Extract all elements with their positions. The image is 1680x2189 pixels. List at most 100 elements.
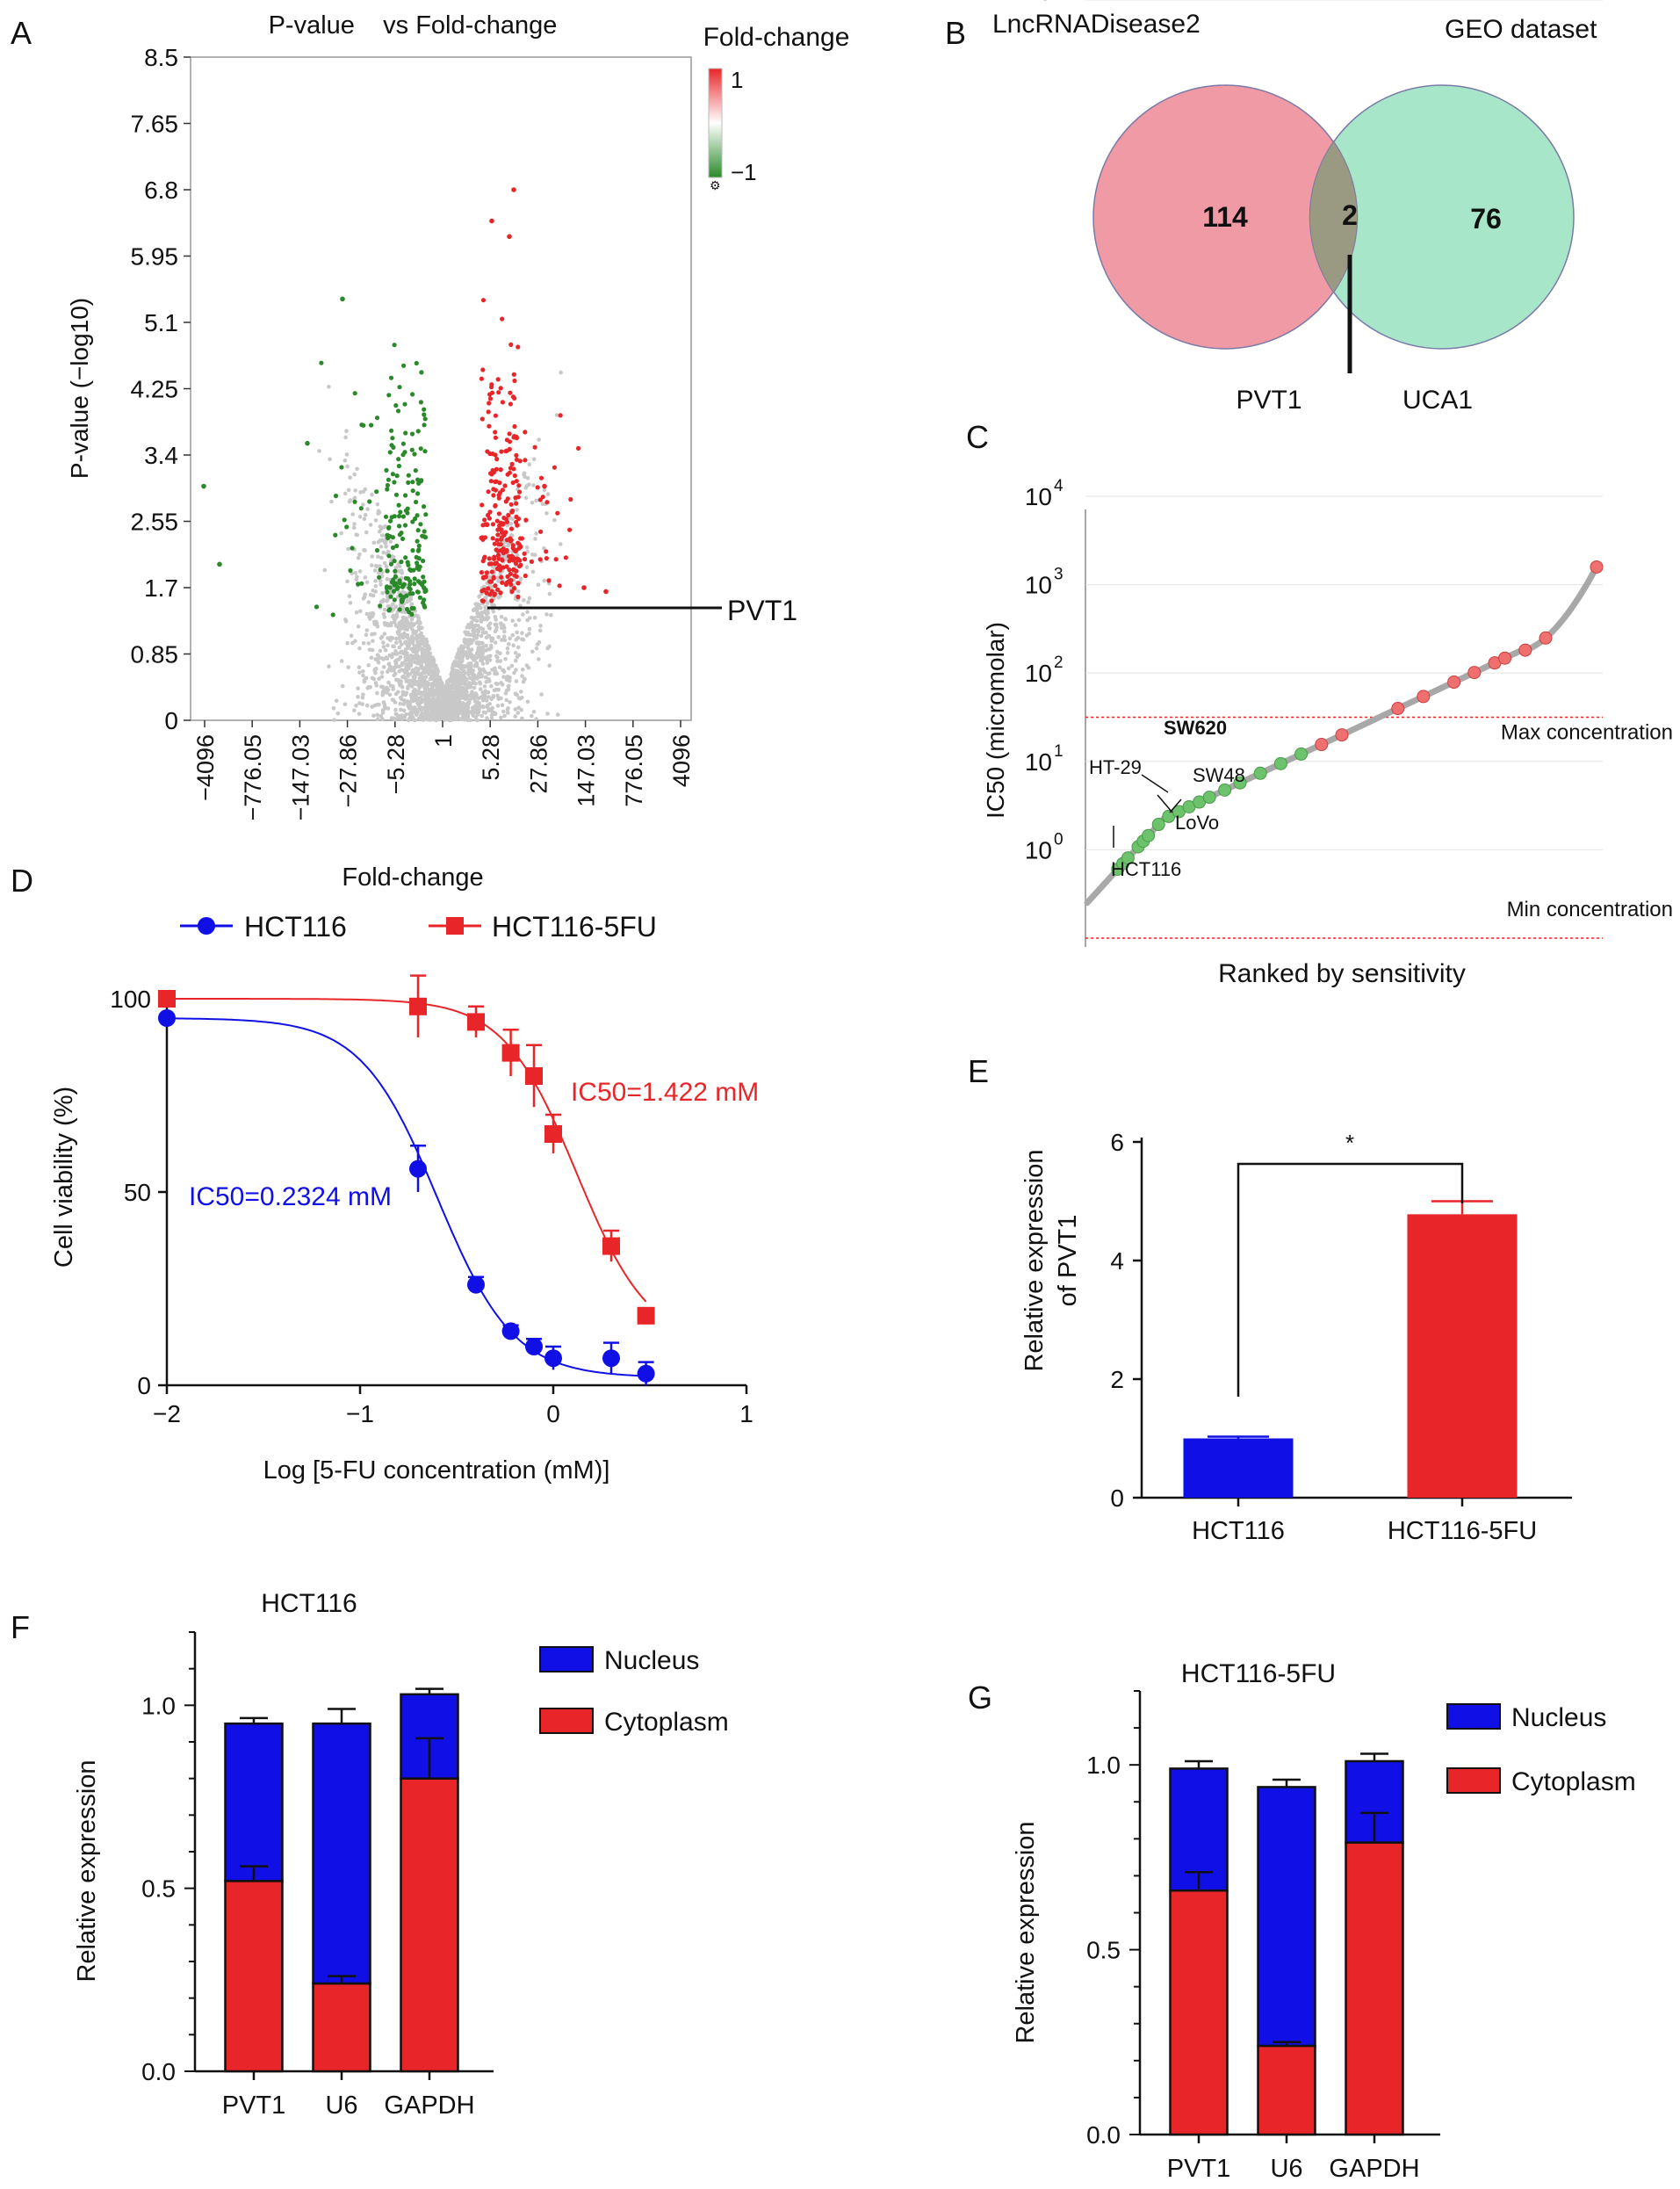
- legend-hct116-5fu-label: HCT116-5FU: [492, 911, 657, 943]
- y-tick-label: 10: [1025, 572, 1052, 599]
- legend-hct116-5fu-marker: [446, 917, 464, 935]
- volcano-point: [501, 709, 506, 714]
- y-tick-label: 5.1: [144, 309, 178, 336]
- volcano-point: [513, 692, 518, 697]
- panel-g-title: HCT116-5FU: [1181, 1659, 1336, 1688]
- volcano-point-up: [511, 187, 516, 192]
- volcano-point-up: [522, 557, 528, 562]
- volcano-point: [357, 553, 362, 557]
- volcano-point-down: [394, 543, 400, 549]
- cell-line-point-sensitive: [1233, 776, 1247, 790]
- volcano-point-up: [516, 594, 521, 600]
- volcano-point: [393, 649, 398, 654]
- volcano-point: [524, 545, 530, 550]
- volcano-point: [484, 610, 488, 615]
- volcano-point-down: [422, 423, 427, 428]
- volcano-point: [475, 704, 480, 709]
- volcano-point: [443, 703, 447, 707]
- volcano-point: [463, 650, 468, 654]
- volcano-point: [379, 538, 384, 543]
- volcano-point: [534, 531, 538, 536]
- volcano-point-up: [512, 423, 517, 430]
- volcano-point: [422, 680, 427, 684]
- volcano-point: [388, 683, 393, 688]
- volcano-point: [371, 639, 375, 644]
- gear-icon[interactable]: ⚙: [710, 178, 721, 192]
- volcano-point: [505, 646, 510, 651]
- volcano-point: [363, 575, 368, 580]
- volcano-point: [363, 592, 368, 597]
- volcano-point: [483, 605, 487, 610]
- volcano-point-down: [410, 392, 415, 397]
- y-tick-exponent: 1: [1054, 742, 1064, 761]
- volcano-point-up: [495, 532, 501, 538]
- volcano-point: [401, 633, 406, 639]
- volcano-point: [547, 591, 552, 596]
- volcano-point: [416, 625, 422, 629]
- volcano-point: [552, 517, 557, 523]
- volcano-point: [397, 636, 401, 640]
- volcano-point: [502, 638, 508, 643]
- volcano-point: [437, 691, 442, 696]
- volcano-point: [436, 669, 441, 674]
- volcano-point: [353, 488, 358, 493]
- volcano-point: [485, 617, 489, 622]
- volcano-point-up: [495, 527, 501, 532]
- volcano-point: [468, 639, 472, 644]
- x-tick-label: −147.03: [287, 734, 314, 820]
- volcano-point: [412, 622, 417, 626]
- volcano-point: [382, 632, 387, 636]
- volcano-point: [499, 615, 504, 619]
- volcano-point: [491, 609, 496, 614]
- volcano-point-up: [523, 430, 528, 435]
- volcano-point-up: [514, 479, 519, 484]
- volcano-point: [489, 646, 494, 650]
- volcano-point-down: [395, 408, 401, 414]
- volcano-point-down: [412, 452, 417, 457]
- volcano-point: [376, 511, 380, 516]
- volcano-point: [393, 604, 399, 609]
- volcano-point: [483, 675, 488, 680]
- volcano-point-down: [398, 509, 403, 515]
- volcano-point: [429, 708, 434, 713]
- volcano-point: [481, 710, 487, 715]
- volcano-point-down: [422, 504, 427, 509]
- panel-a: A P-value vs Fold-change 0 0.85 1.7 2.55 3.4…: [11, 11, 849, 892]
- volcano-point-down: [416, 547, 422, 553]
- panel-a-letter: A: [11, 15, 32, 51]
- volcano-point-up: [509, 553, 515, 559]
- volcano-point: [447, 700, 451, 705]
- panel-f-chart: 0.0 0.5 1.0 PVT1 U6 GAPDH: [141, 1631, 494, 2120]
- volcano-point: [486, 690, 491, 695]
- volcano-point: [494, 628, 499, 632]
- volcano-point: [357, 670, 362, 675]
- volcano-point-down: [415, 538, 420, 544]
- volcano-point-down: [396, 463, 401, 469]
- volcano-point: [433, 665, 437, 670]
- volcano-point-up: [514, 434, 519, 440]
- volcano-point: [380, 690, 386, 694]
- volcano-point: [435, 702, 440, 706]
- volcano-point-down: [397, 524, 402, 529]
- volcano-point: [508, 700, 512, 704]
- volcano-point: [328, 457, 332, 462]
- label-leader: [1141, 774, 1169, 793]
- volcano-point: [545, 646, 550, 651]
- volcano-point-down: [396, 502, 401, 508]
- volcano-point: [495, 655, 500, 660]
- volcano-point: [408, 596, 414, 602]
- volcano-point: [425, 650, 430, 655]
- bar-cytoplasm-gapdh: [400, 1777, 459, 2073]
- volcano-point-up: [493, 479, 498, 485]
- panel-e-chart: 0 2 4 6 HCT116 HCT116-5FU *: [1110, 1129, 1572, 1545]
- volcano-point: [513, 651, 518, 655]
- volcano-point: [461, 714, 465, 719]
- volcano-point: [356, 624, 361, 629]
- volcano-point-down: [403, 430, 408, 436]
- volcano-point: [415, 633, 420, 639]
- volcano-point: [496, 635, 501, 639]
- volcano-point-down: [415, 589, 420, 595]
- volcano-point-down: [409, 447, 415, 452]
- volcano-point: [485, 661, 490, 665]
- volcano-point: [364, 611, 370, 617]
